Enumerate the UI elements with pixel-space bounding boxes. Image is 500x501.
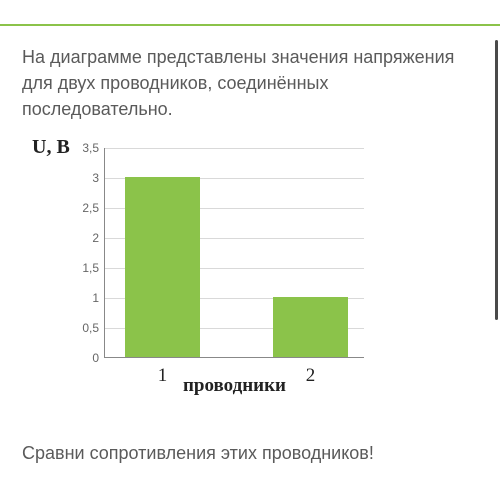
y-tick-label: 2,5 [82, 201, 105, 215]
task-description: На диаграмме представлены значения напря… [0, 26, 500, 130]
task-question: Сравни сопротивления этих проводников! [0, 406, 500, 466]
y-tick-label: 0 [92, 351, 105, 365]
header-bar [0, 0, 500, 26]
y-tick-label: 3,5 [82, 141, 105, 155]
scrollbar-thumb[interactable] [495, 40, 498, 320]
y-tick-label: 1,5 [82, 261, 105, 275]
bar [125, 177, 200, 357]
voltage-chart: U, В проводники 00,511,522,533,512 [24, 136, 384, 406]
grid-line [105, 148, 364, 149]
x-axis-title: проводники [183, 375, 286, 397]
bar [273, 297, 348, 357]
x-tick-label: 1 [158, 357, 168, 387]
y-axis-title: U, В [32, 136, 70, 159]
y-tick-label: 0,5 [82, 321, 105, 335]
y-tick-label: 3 [92, 171, 105, 185]
x-tick-label: 2 [306, 357, 316, 387]
plot-area: проводники 00,511,522,533,512 [104, 148, 364, 358]
y-tick-label: 2 [92, 231, 105, 245]
header-underline [0, 24, 500, 26]
y-tick-label: 1 [92, 291, 105, 305]
